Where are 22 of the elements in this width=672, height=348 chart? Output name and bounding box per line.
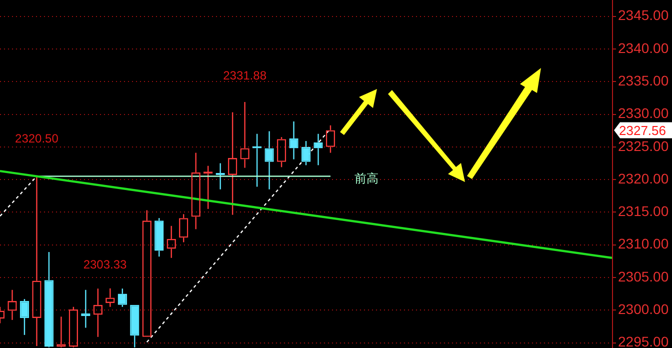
candlestick — [81, 289, 90, 328]
y-tick-label: 2320.00 — [618, 170, 669, 186]
annotation: 2331.88 — [223, 68, 267, 82]
y-tick-label: 2305.00 — [618, 268, 669, 284]
candlestick — [44, 251, 54, 347]
candlestick — [314, 133, 323, 166]
y-tick-label: 2330.00 — [618, 105, 669, 122]
y-tick-label: 2315.00 — [618, 203, 669, 220]
y-tick-label: 2300.00 — [618, 300, 669, 317]
candlestick — [289, 120, 298, 160]
candlestick — [216, 162, 225, 190]
text: 前高 — [354, 172, 378, 186]
y-tick-label: 2295.00 — [618, 334, 669, 348]
y-tick-label: 2335.00 — [618, 72, 669, 88]
text: 2327.56 — [619, 122, 666, 138]
y-tick-label: 2325.00 — [618, 138, 669, 154]
annotation: 2303.33 — [83, 257, 128, 272]
y-tick-label: 2340.00 — [618, 40, 669, 56]
y-tick-label: 2310.00 — [618, 236, 669, 252]
candlestick — [264, 130, 274, 190]
y-tick-label: 2345.00 — [618, 7, 669, 24]
annotation: 2320.50 — [15, 132, 59, 146]
